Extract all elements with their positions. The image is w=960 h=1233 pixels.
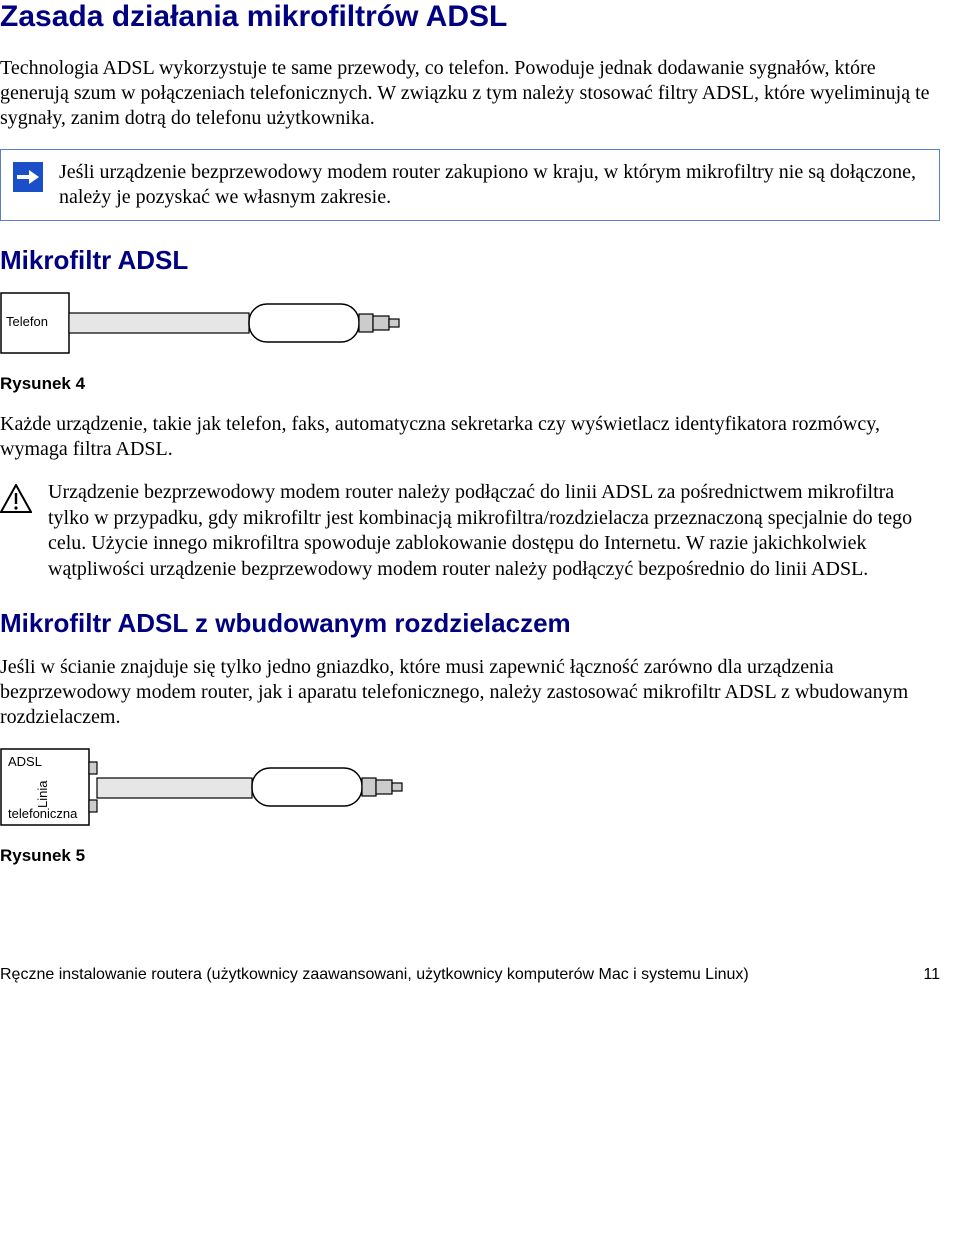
paragraph-3: Jeśli w ścianie znajduje się tylko jedno…	[0, 655, 940, 730]
page-number: 11	[903, 966, 940, 984]
page-title: Zasada działania mikrofiltrów ADSL	[0, 0, 940, 34]
section-title-mikrofiltr: Mikrofiltr ADSL	[0, 245, 940, 276]
arrow-right-icon	[13, 162, 43, 192]
footer-text: Ręczne instalowanie routera (użytkownicy…	[0, 966, 749, 984]
figure5-box-label-top: ADSL	[8, 754, 42, 769]
note-text: Jeśli urządzenie bezprzewodowy modem rou…	[59, 160, 927, 210]
figure5-caption: Rysunek 5	[0, 846, 940, 866]
warning-text: Urządzenie bezprzewodowy modem router na…	[48, 480, 940, 582]
page-footer: Ręczne instalowanie routera (użytkownicy…	[0, 966, 940, 984]
figure5-box-label-side: Linia	[35, 780, 50, 808]
figure-5: ADSL Linia telefoniczna	[0, 748, 940, 826]
figure5-box-label-bottom: telefoniczna	[8, 806, 78, 821]
paragraph-2: Każde urządzenie, takie jak telefon, fak…	[0, 412, 940, 462]
figure-4: Telefon	[0, 292, 940, 354]
warning-box: Urządzenie bezprzewodowy modem router na…	[0, 480, 940, 582]
section-title-splitter: Mikrofiltr ADSL z wbudowanym rozdzielacz…	[0, 608, 940, 639]
warning-icon	[0, 484, 32, 519]
intro-paragraph: Technologia ADSL wykorzystuje te same pr…	[0, 56, 940, 131]
note-box: Jeśli urządzenie bezprzewodowy modem rou…	[0, 149, 940, 221]
figure4-caption: Rysunek 4	[0, 374, 940, 394]
figure4-box-label: Telefon	[6, 314, 48, 329]
